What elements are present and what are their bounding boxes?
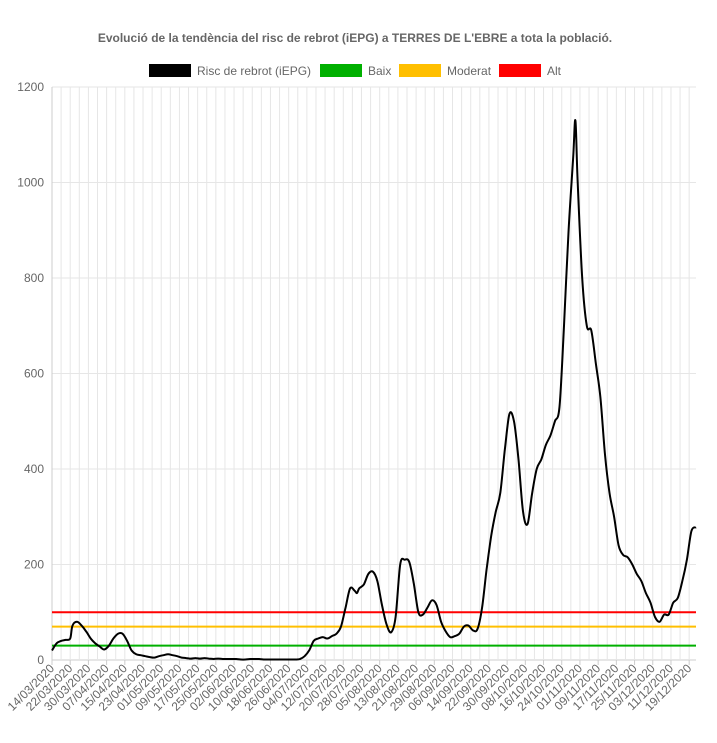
y-tick-label: 600 xyxy=(24,367,44,381)
legend-swatch-moderat xyxy=(399,64,441,77)
y-tick-label: 200 xyxy=(24,558,44,572)
legend-item-alt[interactable]: Alt xyxy=(499,64,562,78)
legend-label-alt: Alt xyxy=(547,64,562,78)
series-line-risc xyxy=(51,119,697,661)
y-tick-label: 0 xyxy=(37,653,44,667)
legend-swatch-alt xyxy=(499,64,541,77)
legend-item-moderat[interactable]: Moderat xyxy=(399,64,492,78)
legend-label-moderat: Moderat xyxy=(447,64,492,78)
legend-swatch-risc xyxy=(149,64,191,77)
y-tick-label: 400 xyxy=(24,462,44,476)
legend-swatch-baix xyxy=(320,64,362,77)
grid xyxy=(51,86,696,661)
y-axis: 0 200 400 600 800 1000 1200 xyxy=(17,80,44,667)
chart-title: Evolució de la tendència del risc de reb… xyxy=(98,31,612,45)
y-tick-label: 1000 xyxy=(17,176,44,190)
legend-label-baix: Baix xyxy=(368,64,391,78)
legend-label-risc: Risc de rebrot (iEPG) xyxy=(197,64,311,78)
legend: Risc de rebrot (iEPG) Baix Moderat Alt xyxy=(149,64,562,78)
x-axis: 14/03/202022/03/202030/03/202007/04/2020… xyxy=(5,660,695,714)
legend-item-risc[interactable]: Risc de rebrot (iEPG) xyxy=(149,64,311,78)
legend-item-baix[interactable]: Baix xyxy=(320,64,391,78)
series-layer xyxy=(51,119,697,661)
y-tick-label: 800 xyxy=(24,271,44,285)
y-tick-label: 1200 xyxy=(17,80,44,94)
